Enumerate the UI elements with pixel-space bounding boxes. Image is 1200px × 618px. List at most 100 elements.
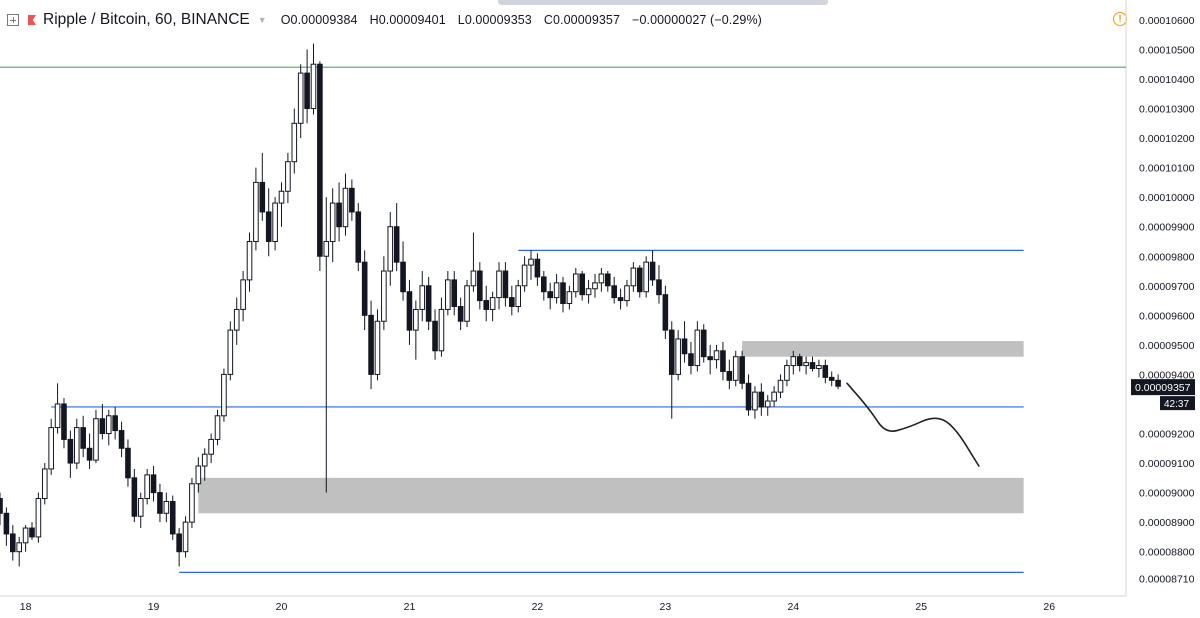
candle-body-26 [163,500,170,514]
candle-body-28 [176,533,182,553]
candle-body-25 [157,492,163,514]
candle-body-3 [16,542,22,553]
price-tick-label: 0.00009500 [1139,340,1195,352]
open-key: O [280,13,291,27]
zone-rect-0 [742,341,1024,357]
low-value: 0.00009353 [464,13,532,27]
candle-body-18 [112,415,118,432]
price-tick-label: 0.00009200 [1139,429,1195,441]
candle-body-131 [835,379,841,387]
candle-body-8 [48,427,54,470]
candle-body-127 [809,362,816,370]
toolbar-strip[interactable] [498,0,828,5]
chevron-down-icon[interactable]: ▼ [257,15,267,25]
candle-body-13 [80,427,86,449]
candle-body-72 [457,305,464,322]
price-tick-label: 0.00009600 [1139,310,1195,322]
candle-body-78 [496,270,502,299]
candle-body-9 [54,403,61,429]
candle-body-51 [323,240,330,257]
candle-body-69 [438,308,445,352]
price-tick-label: 0.00010600 [1139,15,1195,27]
candle-body-111 [707,356,713,361]
candle-body-91 [579,273,585,296]
high-value: 0.00009401 [378,13,446,27]
candle-body-73 [464,285,470,322]
candle-body-21 [131,477,138,517]
time-tick-label: 19 [148,601,160,613]
candle-body-2 [9,533,16,553]
candle-body-85 [541,276,547,293]
candle-body-75 [477,270,483,302]
candle-body-15 [93,418,99,461]
low-key: L [457,13,465,27]
candle-body-45 [285,161,291,192]
candle-body-83 [528,258,534,266]
candle-body-36 [227,329,234,375]
candle-body-107 [681,338,688,355]
candle-body-98 [624,285,630,302]
symbol-flag-icon [28,15,36,25]
price-tick-label: 0.00010400 [1139,74,1195,86]
candle-body-38 [240,279,246,310]
candle-body-129 [822,365,829,378]
price-tick-label: 0.00010300 [1139,104,1195,116]
candle-body-40 [253,181,259,242]
candle-body-95 [604,273,611,287]
price-tick-label: 0.00009700 [1139,281,1195,293]
price-tick-label: 0.00009400 [1139,369,1195,381]
time-tick-label: 18 [20,601,32,613]
candle-body-32 [201,453,208,467]
candle-body-87 [553,282,560,299]
candle-body-106 [675,338,681,375]
candle-body-118 [752,391,758,411]
candle-body-58 [368,314,374,375]
candle-body-122 [777,379,784,393]
candle-body-6 [35,498,42,538]
candle-body-35 [221,373,227,417]
candle-body-130 [828,376,835,381]
candle-body-105 [668,329,675,375]
candle-body-115 [732,356,739,381]
zone-rect-1 [198,477,1024,514]
candle-body-90 [572,273,579,293]
candle-body-100 [636,267,643,293]
candle-body-31 [195,465,202,485]
candle-body-86 [547,291,554,299]
change-value: −0.00000027 (−0.29%) [632,13,762,27]
candle-body-19 [118,430,125,449]
candle-body-84 [534,258,541,278]
zones-layer [198,341,1024,514]
candle-body-0 [0,498,3,514]
candle-body-94 [598,273,605,284]
candle-body-71 [451,279,458,307]
candle-body-37 [233,308,240,331]
candle-body-97 [617,297,624,302]
candle-body-101 [643,261,649,293]
candle-body-117 [745,382,752,411]
candle-body-22 [137,498,144,517]
ohlc-close: C0.00009357 [544,13,620,27]
candle-body-63 [400,261,406,293]
candle-body-47 [297,72,304,124]
candle-body-74 [470,270,477,287]
close-value: 0.00009357 [553,13,621,27]
candle-body-66 [419,285,426,310]
candle-body-41 [259,181,266,213]
symbol-title[interactable]: Ripple / Bitcoin, 60, BINANCE [43,11,250,28]
time-axis[interactable]: 18 19 20 21 22 23 24 25 26 [20,601,1055,613]
candle-body-56 [355,211,362,263]
expand-icon[interactable] [7,14,19,26]
candle-body-123 [784,365,790,381]
candle-body-33 [208,438,214,455]
candle-body-65 [413,308,419,331]
open-value: 0.00009384 [290,13,358,27]
price-axis[interactable]: 0.00010600 0.00010500 0.00010400 0.00010300… [1139,15,1195,585]
ohlc-low: L0.00009353 [458,13,532,27]
candle-body-112 [713,350,720,361]
candle-body-34 [214,415,221,440]
candle-body-59 [374,320,381,375]
candle-body-70 [445,279,451,310]
